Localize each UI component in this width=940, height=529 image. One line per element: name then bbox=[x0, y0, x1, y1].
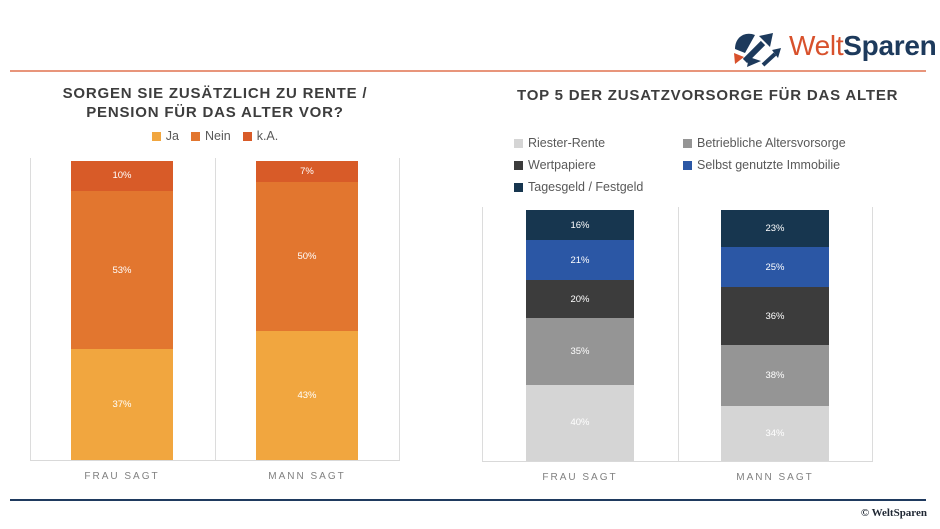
gridline bbox=[399, 158, 400, 460]
x-axis-label-frau-sagt: FRAU SAGT bbox=[84, 471, 160, 482]
legend-label: Selbst genutzte Immobilie bbox=[697, 158, 841, 172]
segment-value-label: 50% bbox=[297, 251, 317, 263]
x-axis-label-frau-sagt: FRAU SAGT bbox=[542, 472, 618, 483]
segment-value-label: 35% bbox=[570, 346, 590, 358]
chart-title-vorsorge-frage: SORGEN SIE ZUSÄTZLICH ZU RENTE / PENSION… bbox=[30, 84, 400, 122]
legend-item: k.A. bbox=[242, 129, 279, 143]
legend-swatch-icon bbox=[683, 138, 692, 148]
legend-item: Nein bbox=[190, 129, 231, 143]
stacked-bar-frau-sagt: 16% 21% 20% 35% 40% bbox=[526, 210, 634, 461]
segment-value-label: 43% bbox=[297, 390, 317, 402]
legend-swatch-icon bbox=[151, 131, 161, 141]
bar-segment: 36% bbox=[721, 287, 829, 346]
bar-segment: 20% bbox=[526, 280, 634, 319]
bar-segment: 35% bbox=[526, 318, 634, 385]
plot-area: 16% 21% 20% 35% 40% 23% 25% 36% 38% 34% FRAU SAG… bbox=[482, 207, 873, 483]
top-divider bbox=[10, 70, 926, 72]
legend-item: Tagesgeld / Festgeld bbox=[514, 180, 683, 194]
segment-value-label: 23% bbox=[765, 223, 785, 234]
bar-segment: 37% bbox=[71, 349, 173, 460]
segment-value-label: 7% bbox=[300, 165, 314, 177]
segment-value-label: 21% bbox=[570, 254, 590, 266]
legend-item: Riester-Rente bbox=[514, 136, 683, 150]
segment-value-label: 40% bbox=[570, 417, 590, 429]
legend-label: Nein bbox=[204, 129, 231, 143]
gridline bbox=[678, 207, 679, 461]
logo-sparen: Sparen bbox=[843, 30, 937, 61]
legend-label: Betriebliche Altersvorsorge bbox=[697, 136, 846, 150]
legend-swatch-icon bbox=[514, 160, 523, 170]
segment-value-label: 34% bbox=[765, 428, 785, 440]
bar-segment: 53% bbox=[71, 190, 173, 350]
copyright-text: © WeltSparen bbox=[860, 507, 927, 519]
legend-label: k.A. bbox=[256, 129, 279, 143]
weltsparen-logo-text: WeltSparen bbox=[789, 24, 937, 68]
x-axis-label-mann-sagt: MANN SAGT bbox=[736, 472, 814, 483]
stacked-bar-mann-sagt: 23% 25% 36% 38% 34% bbox=[721, 210, 829, 461]
x-axis-label-mann-sagt: MANN SAGT bbox=[268, 471, 346, 482]
bar-segment: 34% bbox=[721, 406, 829, 461]
segment-value-label: 36% bbox=[765, 310, 785, 322]
chart-title-line-2: PENSION FÜR DAS ALTER VOR? bbox=[86, 104, 344, 121]
segment-value-label: 20% bbox=[570, 293, 590, 305]
bar-segment: 16% bbox=[526, 210, 634, 241]
plot-area: 10% 53% 37% 7% 50% 43% FRAU SAGT MANN SAGT bbox=[30, 158, 400, 482]
legend-swatch-icon bbox=[242, 131, 252, 141]
chart-title-top5-zusatzvorsorge: TOP 5 DER ZUSATZVORSORGE FÜR DAS ALTER bbox=[517, 87, 899, 104]
legend-swatch-icon bbox=[683, 160, 692, 170]
segment-value-label: 38% bbox=[765, 370, 785, 382]
stacked-bar-mann-sagt: 7% 50% 43% bbox=[256, 161, 358, 460]
bar-segment: 50% bbox=[256, 181, 358, 332]
legend: Riester-Rente Betriebliche Altersvorsorge… bbox=[514, 136, 846, 194]
legend-item: Selbst genutzte Immobilie bbox=[683, 158, 846, 172]
logo-welt: Welt bbox=[789, 30, 844, 61]
bar-segment: 10% bbox=[71, 161, 173, 191]
segment-value-label: 25% bbox=[765, 261, 785, 273]
weltsparen-logo: WeltSparen bbox=[732, 24, 937, 68]
legend-label: Wertpapiere bbox=[528, 158, 596, 172]
gridline bbox=[482, 207, 483, 461]
bar-segment: 40% bbox=[526, 384, 634, 461]
legend-label: Ja bbox=[165, 129, 179, 143]
gridline bbox=[215, 158, 216, 460]
segment-value-label: 53% bbox=[112, 264, 132, 276]
segment-value-label: 10% bbox=[112, 170, 132, 182]
legend-swatch-icon bbox=[190, 131, 200, 141]
segment-value-label: 37% bbox=[112, 399, 132, 411]
legend-swatch-icon bbox=[514, 138, 523, 148]
legend-item: Wertpapiere bbox=[514, 158, 683, 172]
legend-item: Betriebliche Altersvorsorge bbox=[683, 136, 846, 150]
bar-segment: 7% bbox=[256, 161, 358, 182]
chart-title-line-1: SORGEN SIE ZUSÄTZLICH ZU RENTE / bbox=[62, 85, 368, 102]
gridline bbox=[30, 158, 31, 460]
legend-swatch-icon bbox=[514, 182, 523, 192]
bottom-divider bbox=[10, 499, 926, 501]
bar-segment: 43% bbox=[256, 331, 358, 460]
gridline bbox=[872, 207, 873, 461]
bar-segment: 38% bbox=[721, 345, 829, 407]
segment-value-label: 16% bbox=[570, 219, 590, 231]
bar-segment: 23% bbox=[721, 210, 829, 247]
stacked-bar-frau-sagt: 10% 53% 37% bbox=[71, 161, 173, 460]
bar-segment: 25% bbox=[721, 247, 829, 288]
legend: Ja Nein k.A. bbox=[30, 129, 400, 143]
bar-segment: 21% bbox=[526, 240, 634, 281]
weltsparen-logo-icon bbox=[734, 33, 781, 67]
legend-label: Tagesgeld / Festgeld bbox=[528, 180, 644, 194]
legend-label: Riester-Rente bbox=[528, 136, 606, 150]
legend-item: Ja bbox=[151, 129, 179, 143]
